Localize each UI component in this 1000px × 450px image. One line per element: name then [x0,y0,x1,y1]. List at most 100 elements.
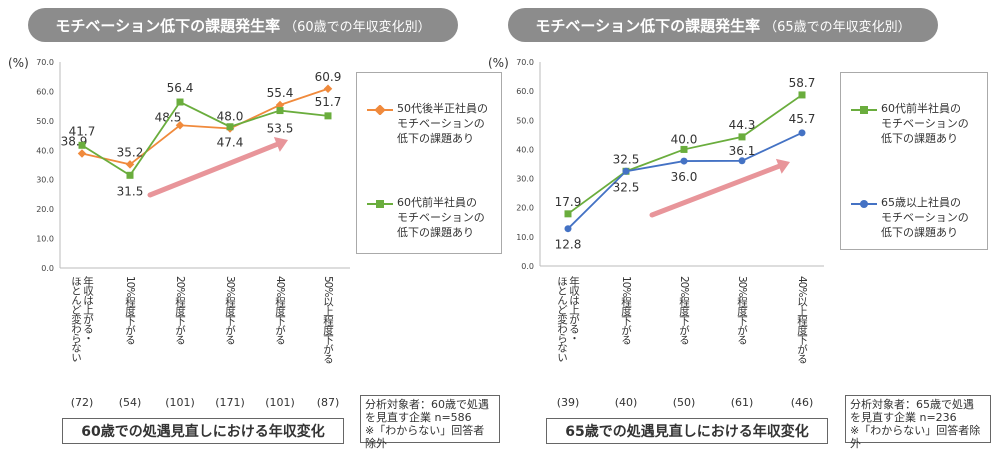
chart1-series-1-label-4: 55.4 [267,86,294,100]
chart1-ytick-2: 20.0 [36,205,54,214]
chart2-series-2-point-0 [564,225,572,233]
chart1-ytick-3: 30.0 [36,176,54,185]
chart2-series-2-point-2 [680,157,688,165]
chart2-series-2-label-2: 36.0 [671,170,698,184]
chart1-title-main: モチベーション低下の課題発生率 [55,16,281,35]
chart2-legend-label-2: 65歳以上社員の モチベーションの 低下の課題あり [881,196,969,239]
chart1-category-0-a: 年収は上がる・ [82,275,94,342]
chart1-note: 分析対象者：60歳で処遇 を見直す企業 n=586 ※「わからない」回答者除外 [360,395,500,450]
chart2-count-0: (39) [557,396,580,409]
chart1-legend-label-1: 50代後半正社員の モチベーションの 低下の課題あり [397,102,488,145]
chart2-series-1-point-3 [738,133,746,141]
chart2-count-2: (50) [673,396,696,409]
chart2-series-2-label-3: 36.1 [729,144,756,158]
chart1-series-2-point-0 [78,141,86,149]
chart1-caption: 60歳での処遇見直しにおける年収変化 [62,418,344,444]
chart1-category-2: 20%程度下がる [174,276,186,345]
chart2-count-3: (61) [731,396,754,409]
chart1-series-2-point-4 [276,107,284,115]
chart2-series-2-label-4: 45.7 [789,112,816,126]
chart2-category-1: 10%程度下がる [620,276,632,345]
chart1-category-1: 10%程度下がる [124,276,136,345]
chart2-ytick-6: 60.0 [516,87,534,96]
chart1-series-2-point-1 [126,171,134,179]
chart2-ytick-7: 70.0 [516,58,534,67]
chart1-series-2-point-2 [176,98,184,106]
chart2-series-1-label-1: 32.5 [613,152,640,166]
chart2-ylabel: (%) [488,56,509,70]
chart2-series-1-point-2 [680,145,688,153]
chart2-category-3: 30%程度下がる [736,276,748,345]
chart1-ytick-0: 0.0 [41,264,54,273]
chart1-series-2-point-3 [226,123,234,131]
chart1-title: モチベーション低下の課題発生率 （60歳での年収変化別） [28,8,458,42]
chart2-trend-arrow [649,163,782,218]
chart1-count-1: (54) [119,396,142,409]
chart1-series-2-label-3: 48.0 [217,110,244,124]
chart1-ytick-6: 60.0 [36,87,54,96]
chart2-ytick-5: 50.0 [516,116,534,125]
chart2-series-1-point-4 [798,91,806,99]
chart2-series-1-line [567,94,803,215]
chart1-category-0-b: ほとんど変わらない [70,276,82,362]
chart2-title-main: モチベーション低下の課題発生率 [535,16,761,35]
chart2-category-0-a: 年収は上がる・ [568,275,580,342]
chart1-series-1-label-2: 48.5 [155,110,182,124]
chart2-count-4: (46) [791,396,814,409]
chart2-series-2-point-1 [622,167,630,175]
chart1-series-2-label-1: 31.5 [117,184,144,198]
chart2-series-1-label-0: 17.9 [555,195,582,209]
chart2-count-1: (40) [615,396,638,409]
chart1-ytick-7: 70.0 [36,58,54,67]
chart1-legend-label-2: 60代前半社員の モチベーションの 低下の課題あり [397,196,485,239]
chart1-series-1-point-1 [125,160,135,169]
chart1-ytick-4: 40.0 [36,146,54,155]
chart2-category-0-b: ほとんど変わらない [556,276,568,362]
chart2-series-1-label-3: 44.3 [729,118,756,132]
chart2-legend-label-1: 60代前半社員の モチベーションの 低下の課題あり [881,102,969,145]
chart2-ytick-2: 20.0 [516,204,534,213]
chart2-ytick-0: 0.0 [521,262,534,271]
chart1-series-2-label-2: 56.4 [167,81,194,95]
chart2-series-2-label-1: 32.5 [613,180,640,194]
chart2-trend-arrowhead [775,158,790,174]
chart1-category-4: 40%程度下がる [274,276,286,345]
chart2-category-2: 20%程度下がる [678,276,690,345]
chart2-ytick-4: 40.0 [516,145,534,154]
chart2-title-sub: （65歳での年収変化別） [764,19,911,35]
chart2-series-1-point-0 [564,210,572,218]
chart1-trend-arrowhead [273,137,288,152]
chart1-ytick-1: 10.0 [36,235,54,244]
chart1-series-2-line [81,100,329,177]
chart1-count-5: (87) [317,396,340,409]
chart1-count-2: (101) [165,396,195,409]
chart2-caption: 65歳での処遇見直しにおける年収変化 [546,418,828,444]
chart2-series-2-point-4 [798,129,806,137]
chart1-series-2-label-5: 51.7 [315,95,342,109]
chart1-legend: 50代後半正社員の モチベーションの 低下の課題あり 60代前半社員の モチベー… [356,72,502,254]
chart1-title-sub: （60歳での年収変化別） [284,19,431,35]
chart1-count-4: (101) [265,396,295,409]
chart2-series-2-point-3 [738,157,746,165]
chart1-ytick-5: 50.0 [36,117,54,126]
chart2-ytick-3: 30.0 [516,175,534,184]
chart1-series-1-point-0 [77,149,87,158]
chart1-series-2-label-0: 41.7 [69,124,96,138]
chart1-series-1-label-1: 35.2 [117,145,144,159]
chart1-series-2-label-4: 53.5 [267,122,294,136]
chart2-legend: 60代前半社員の モチベーションの 低下の課題あり 65歳以上社員の モチベーシ… [840,72,988,250]
chart2-note: 分析対象者：65歳で処遇 を見直す企業 n=236 ※「わからない」回答者除外 [845,395,991,450]
chart1-trend-arrow [147,141,280,198]
chart1-ylabel: (%) [8,56,29,70]
chart2-ytick-1: 10.0 [516,233,534,242]
chart1-series-1-point-5 [323,84,333,94]
chart1-count-0: (72) [71,396,94,409]
chart1-series-1-label-5: 60.9 [315,70,342,84]
chart1-category-3: 30%程度下がる [224,276,236,345]
chart2-category-4: 40%以上程度下がる [796,276,808,364]
chart2-series-2-label-0: 12.8 [555,238,582,252]
chart1-series-1-label-3: 47.4 [217,136,244,150]
chart1-category-5: 50%以上程度下がる [322,276,334,364]
chart1-count-3: (171) [215,396,245,409]
